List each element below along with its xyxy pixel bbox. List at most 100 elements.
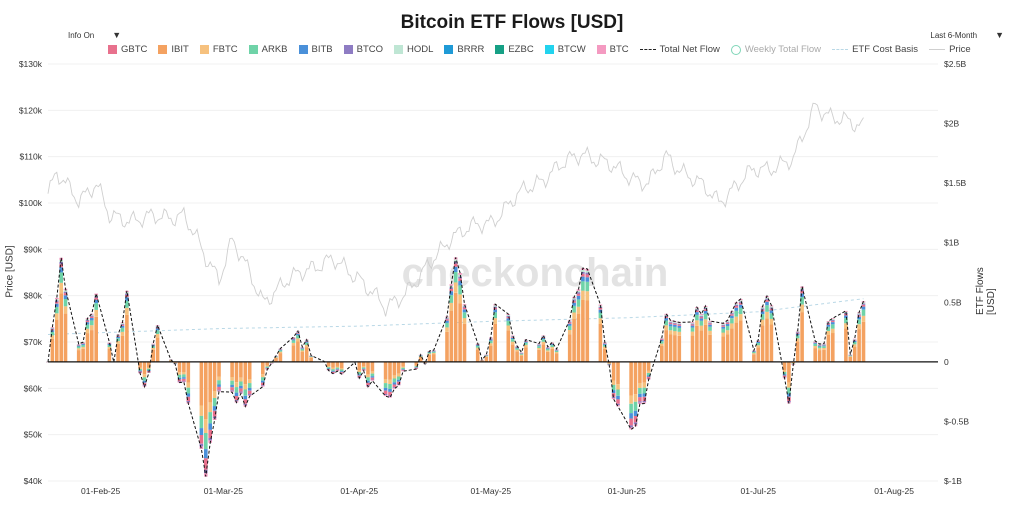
flow-bar-fbtc: [725, 330, 730, 335]
flow-bar-bitb: [392, 382, 397, 385]
flow-bar-ibit: [822, 349, 826, 362]
flow-bar-gbtc: [199, 435, 204, 444]
legend-item-weekly-total-flow[interactable]: Weekly Total Flow: [730, 44, 821, 55]
flow-bar-gbtc: [695, 310, 699, 312]
flow-bar-arkb: [721, 328, 725, 333]
flow-bar-arkb: [633, 401, 638, 411]
flow-bar-bitb: [401, 369, 405, 370]
flow-bar-gbtc: [261, 382, 265, 386]
flow-bar-ibit: [50, 338, 55, 362]
flow-bar-fbtc: [449, 302, 454, 311]
flow-bar-gbtc: [155, 327, 160, 329]
flow-bar-arkb: [199, 415, 204, 429]
legend-label: GBTC: [121, 44, 148, 55]
legend-item-gbtc[interactable]: GBTC: [108, 44, 147, 55]
flow-bar-ibit: [85, 333, 90, 362]
legend-item-fbtc[interactable]: FBTC: [199, 44, 238, 55]
flow-bar-arkb: [629, 403, 633, 414]
flow-bar-gbtc: [90, 316, 94, 318]
flow-bar-bitb: [59, 267, 63, 273]
legend-item-total-net-flow[interactable]: Total Net Flow: [639, 44, 720, 55]
info-toggle[interactable]: Info On ▼: [68, 30, 121, 40]
flow-bar-fbtc: [339, 368, 344, 370]
flow-bar-bitb: [519, 353, 524, 354]
legend-label: IBIT: [171, 44, 189, 55]
legend-item-arkb[interactable]: ARKB: [248, 44, 288, 55]
flow-bar-ibit: [765, 318, 769, 362]
flow-bar-arkb: [432, 351, 436, 353]
flow-bar-bitb: [120, 325, 125, 328]
flow-bar-fbtc: [524, 345, 528, 348]
y-left-tick-label: $100k: [19, 198, 43, 208]
flow-bar-arkb: [611, 384, 616, 391]
flow-bar-bitb: [730, 315, 734, 319]
flow-bar-btco: [50, 328, 55, 330]
flow-bar-arkb: [554, 350, 559, 353]
flow-bar-arkb: [506, 320, 511, 326]
flow-bar-ibit: [550, 349, 554, 362]
legend-item-ezbc[interactable]: EZBC: [495, 44, 534, 55]
legend-item-price[interactable]: Price: [929, 44, 971, 55]
legend-item-btc[interactable]: BTC: [596, 44, 629, 55]
flow-bar-bitb: [721, 326, 725, 329]
flow-bar-gbtc: [782, 375, 787, 378]
legend-item-bitb[interactable]: BITB: [298, 44, 333, 55]
flow-bar-gbtc: [567, 322, 572, 324]
flow-bar-ibit: [541, 344, 546, 362]
flow-bar-bitb: [94, 299, 98, 304]
flow-bar-ibit: [782, 361, 787, 371]
legend-item-btco[interactable]: BTCO: [343, 44, 383, 55]
legend-item-hodl[interactable]: HODL: [394, 44, 433, 55]
flow-bar-gbtc: [861, 304, 866, 307]
flow-bar-bitb: [361, 368, 366, 370]
flow-bar-btco: [59, 262, 63, 265]
legend-item-etf-cost-basis[interactable]: ETF Cost Basis: [832, 44, 918, 55]
flow-bar-btco: [85, 320, 90, 321]
x-tick-label: 01-Jul-25: [741, 486, 777, 496]
legend-item-ibit[interactable]: IBIT: [158, 44, 189, 55]
flow-bar-arkb: [857, 319, 861, 325]
flow-bar-gbtc: [800, 291, 804, 294]
flow-bar-arkb: [445, 322, 449, 328]
flow-bar-arkb: [120, 327, 125, 332]
flow-bar-arkb: [668, 326, 673, 331]
flow-bar-arkb: [186, 387, 191, 394]
flow-bar-gbtc: [55, 301, 59, 304]
flow-bar-arkb: [361, 367, 366, 369]
flow-bar-btc: [510, 335, 515, 336]
flow-bar-ibit: [668, 334, 673, 362]
flow-bar-arkb: [844, 318, 848, 324]
flow-bar-bitb: [857, 316, 861, 320]
flow-bar-bitb: [458, 281, 462, 286]
flow-bar-ibit: [458, 303, 462, 362]
flow-bar-gbtc: [703, 309, 708, 311]
legend-label: Price: [949, 44, 971, 55]
flow-bar-btco: [765, 298, 769, 300]
flow-bar-btco: [125, 293, 129, 295]
legend-item-btcw[interactable]: BTCW: [544, 44, 586, 55]
flow-bar-ibit: [63, 313, 68, 362]
flow-bar-bitb: [585, 277, 590, 282]
flow-bar-btco: [208, 438, 212, 441]
flow-bar-bitb: [769, 310, 774, 314]
flow-bar-bitb: [690, 325, 695, 328]
flow-bar-bitb: [265, 367, 269, 369]
range-select[interactable]: Last 6-Month ▼: [930, 30, 1004, 40]
flow-bar-ibit: [361, 361, 366, 367]
flow-bar-btc: [826, 321, 831, 322]
legend-item-brrr[interactable]: BRRR: [444, 44, 484, 55]
flow-bar-bitb: [462, 309, 467, 313]
flow-bar-ibit: [642, 361, 647, 383]
flow-bar-ibit: [326, 361, 331, 367]
y-left-tick-label: $130k: [19, 59, 43, 69]
flow-bar-gbtc: [756, 341, 760, 342]
flow-bar-ibit: [664, 330, 668, 362]
flow-bar-ibit: [690, 335, 695, 362]
flow-bar-ibit: [120, 335, 125, 362]
info-toggle-label: Info On: [68, 30, 95, 40]
flow-bar-bitb: [646, 375, 651, 377]
flow-bar-ibit: [581, 300, 585, 362]
flow-bar-bitb: [616, 395, 620, 400]
flow-bar-fbtc: [519, 354, 524, 356]
flow-bar-btco: [668, 322, 673, 323]
